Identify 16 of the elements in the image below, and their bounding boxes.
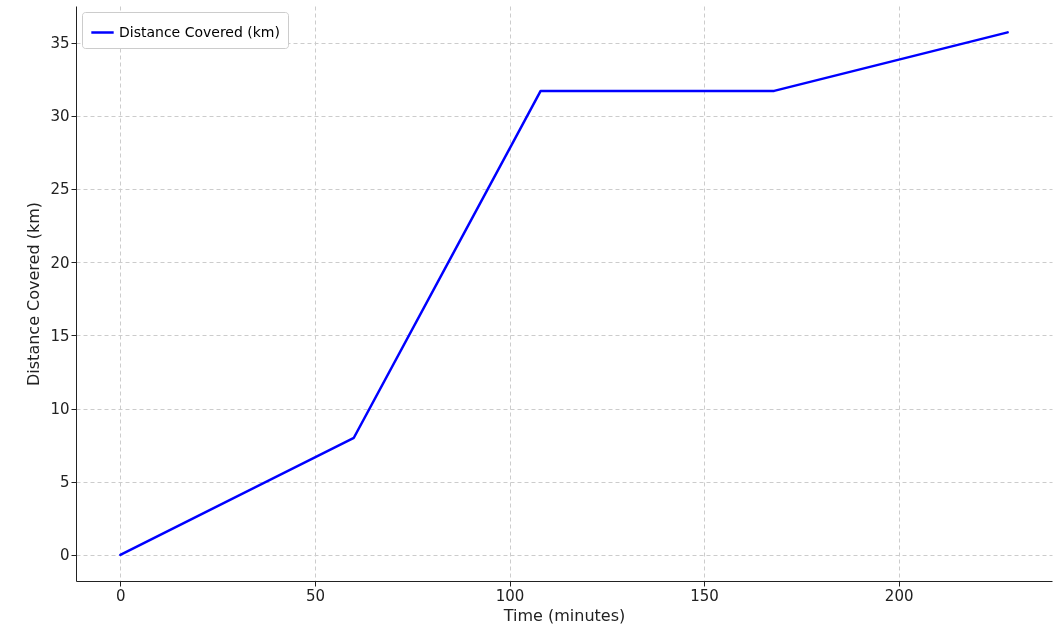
x-tick-label: 200 [884,586,914,605]
y-tick-label: 30 [50,107,70,126]
x-tick-label: 150 [690,586,719,605]
y-tick-label: 20 [50,253,70,272]
y-tick-label: 5 [59,473,70,492]
x-tick-label: 100 [495,586,525,605]
y-tick-label: 10 [50,400,70,419]
x-tick-label: 50 [305,586,325,605]
y-tick-label: 15 [50,326,70,345]
y-axis-title: Distance Covered (km) [24,202,44,386]
x-tick-label: 0 [116,586,126,605]
x-axis-title: Time (minutes) [502,605,626,625]
y-tick-label: 0 [59,546,70,565]
y-tick-label: 25 [50,180,70,199]
y-tick-label: 35 [50,34,70,53]
legend-label: Distance Covered (km) [119,23,280,40]
